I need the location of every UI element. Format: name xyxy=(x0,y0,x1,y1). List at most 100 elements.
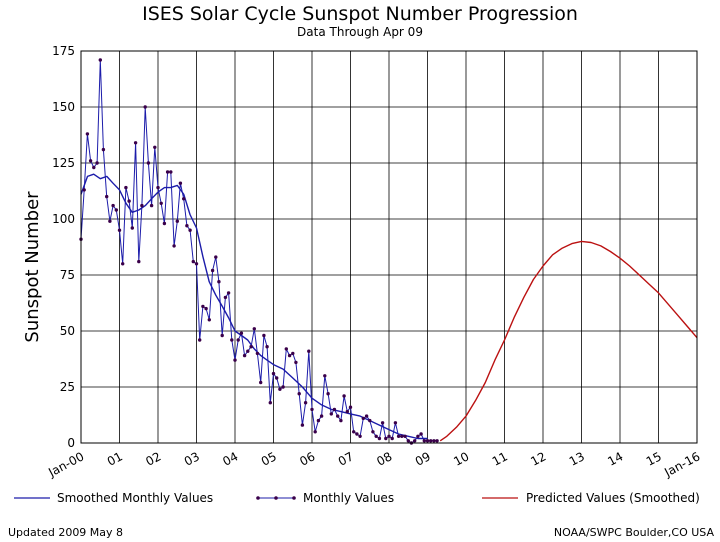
monthly-point xyxy=(287,353,292,358)
x-tick-label: 03 xyxy=(182,449,202,469)
monthly-point xyxy=(377,436,382,441)
monthly-point xyxy=(162,221,167,226)
monthly-point xyxy=(185,224,189,228)
monthly-point xyxy=(387,434,391,438)
monthly-point xyxy=(432,439,436,443)
monthly-point xyxy=(140,203,144,208)
monthly-point xyxy=(345,409,349,414)
series-line-monthly xyxy=(80,59,438,444)
monthly-point xyxy=(239,331,244,335)
x-tick-label: 10 xyxy=(451,449,471,469)
y-tick-label: 50 xyxy=(60,324,75,338)
x-tick-label: 02 xyxy=(143,449,163,469)
monthly-point xyxy=(156,185,160,190)
monthly-point xyxy=(422,439,426,443)
legend-smoothed-label: Smoothed Monthly Values xyxy=(57,491,213,505)
x-tick-label: 14 xyxy=(605,449,625,469)
monthly-point xyxy=(95,161,99,165)
monthly-point xyxy=(169,170,173,174)
monthly-point xyxy=(435,439,439,443)
monthly-point xyxy=(300,423,305,427)
monthly-point xyxy=(374,434,378,438)
monthly-point xyxy=(178,181,183,185)
chart-subtitle: Data Through Apr 09 xyxy=(297,25,423,39)
y-tick-label: 75 xyxy=(60,268,75,282)
y-tick-label: 150 xyxy=(52,100,75,114)
x-tick-labels: Jan-00 01 02 03 04 05 06 07 08 09 10 11 12 13 14 15Jan-… xyxy=(45,449,702,480)
monthly-point xyxy=(172,244,176,248)
updated-date: Updated 2009 May 8 xyxy=(8,526,124,539)
legend-predicted-label: Predicted Values (Smoothed) xyxy=(526,491,700,505)
monthly-point xyxy=(319,414,324,418)
monthly-point xyxy=(223,295,228,300)
series-line-predicted xyxy=(439,240,698,442)
monthly-point xyxy=(233,358,237,362)
monthly-point xyxy=(105,194,109,199)
monthly-point xyxy=(291,351,295,356)
x-tick-label: 15 xyxy=(644,449,664,469)
monthly-point xyxy=(124,185,128,190)
monthly-point xyxy=(188,228,192,232)
monthly-point xyxy=(88,159,93,163)
monthly-point xyxy=(384,436,388,441)
monthly-point xyxy=(114,208,119,212)
monthly-point xyxy=(242,353,247,358)
monthly-point xyxy=(108,219,112,223)
monthly-point xyxy=(117,228,122,232)
x-tick-label: 09 xyxy=(413,449,433,469)
monthly-point xyxy=(281,385,285,389)
monthly-point xyxy=(130,226,134,230)
x-tick-label: 11 xyxy=(490,449,510,469)
monthly-point xyxy=(329,412,333,416)
monthly-point xyxy=(406,439,410,443)
y-tick-labels: 0 25 50 75 100 125 150 175 xyxy=(52,44,75,450)
monthly-point xyxy=(429,439,433,443)
series-layer xyxy=(79,58,698,445)
monthly-point xyxy=(246,349,250,353)
monthly-point xyxy=(265,345,269,349)
monthly-point xyxy=(226,291,231,295)
monthly-point xyxy=(323,374,327,378)
legend: Smoothed Monthly Values Monthly Values P… xyxy=(14,491,700,505)
monthly-point xyxy=(85,132,90,136)
monthly-point xyxy=(352,430,356,434)
monthly-point xyxy=(275,376,279,380)
monthly-point xyxy=(313,430,317,434)
monthly-point xyxy=(127,199,131,203)
monthly-point xyxy=(217,280,221,284)
monthly-point xyxy=(358,434,362,438)
monthly-point xyxy=(303,401,308,405)
monthly-point xyxy=(262,333,266,338)
monthly-point xyxy=(339,418,343,423)
y-tick-label: 100 xyxy=(52,212,75,226)
monthly-point xyxy=(153,145,157,149)
legend-monthly-marker-1 xyxy=(256,496,260,500)
monthly-point xyxy=(413,439,417,443)
monthly-point xyxy=(236,338,240,342)
monthly-point xyxy=(159,201,163,205)
monthly-point xyxy=(230,338,234,342)
monthly-point xyxy=(361,416,365,421)
monthly-point xyxy=(271,371,276,376)
monthly-point xyxy=(419,432,423,436)
monthly-point xyxy=(149,203,154,208)
x-tick-label: 05 xyxy=(259,449,279,469)
y-tick-label: 25 xyxy=(60,380,75,394)
monthly-point xyxy=(82,188,86,192)
monthly-point xyxy=(259,380,263,385)
monthly-point xyxy=(214,255,218,259)
monthly-point xyxy=(137,259,141,264)
monthly-point xyxy=(310,407,314,412)
monthly-point xyxy=(249,345,253,349)
monthly-point xyxy=(111,203,115,208)
monthly-point xyxy=(201,304,205,309)
monthly-point xyxy=(143,105,147,109)
source-credit: NOAA/SWPC Boulder,CO USA xyxy=(553,526,714,539)
x-tick-label: 07 xyxy=(336,449,356,469)
monthly-point xyxy=(307,349,311,353)
monthly-point xyxy=(198,338,202,342)
monthly-point xyxy=(326,392,330,396)
monthly-point xyxy=(416,434,420,438)
monthly-point xyxy=(390,436,394,441)
